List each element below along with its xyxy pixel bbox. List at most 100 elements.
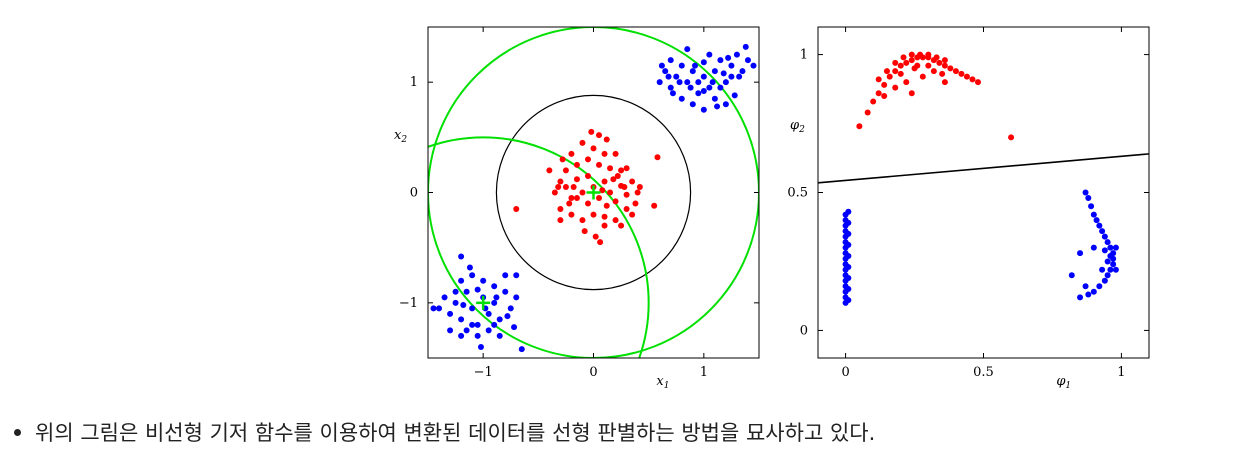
red-point: [557, 178, 564, 185]
red-point: [933, 54, 940, 61]
blue-point: [436, 305, 443, 312]
blue-point: [1077, 294, 1084, 301]
red-point: [599, 187, 606, 194]
red-point: [881, 81, 888, 88]
caption-text: 위의 그림은 비선형 기저 함수를 이용하여 변환된 데이터를 선형 판별하는 …: [35, 421, 876, 445]
blue-point: [669, 90, 676, 97]
blue-point: [728, 62, 735, 69]
blue-point: [1112, 266, 1119, 273]
blue-point: [700, 106, 707, 113]
red-point: [958, 70, 965, 77]
blue-point: [725, 54, 732, 61]
red-point: [892, 84, 899, 91]
blue-point: [700, 73, 707, 80]
blue-point: [463, 288, 470, 295]
blue-point: [678, 62, 685, 69]
blue-point: [845, 241, 852, 248]
red-point: [623, 206, 630, 213]
blue-point: [511, 324, 518, 331]
blue-point: [722, 79, 729, 86]
caption: 위의 그림은 비선형 기저 함수를 이용하여 변환된 데이터를 선형 판별하는 …: [8, 410, 1248, 454]
red-point: [629, 211, 636, 218]
blue-point: [689, 68, 696, 75]
blue-point: [1085, 195, 1092, 202]
blue-point: [845, 275, 852, 282]
red-point: [939, 70, 946, 77]
red-point: [636, 183, 643, 190]
red-point: [925, 62, 932, 69]
blue-point: [845, 252, 852, 259]
red-point: [603, 136, 610, 143]
red-point: [618, 167, 625, 174]
blue-point: [458, 253, 465, 260]
blue-point: [477, 343, 484, 350]
blue-point: [845, 230, 852, 237]
y-axis-label: x2: [394, 128, 407, 145]
red-point: [573, 161, 580, 168]
blue-point: [485, 327, 492, 334]
y-axis-label: φ2: [790, 118, 805, 135]
blue-point: [458, 277, 465, 284]
blue-point: [717, 84, 724, 91]
red-point: [590, 211, 597, 218]
red-point: [875, 90, 882, 97]
blue-point: [739, 68, 746, 75]
blue-point: [491, 283, 498, 290]
blue-point: [474, 332, 481, 339]
blue-point: [1088, 203, 1095, 210]
blue-point: [1093, 217, 1100, 224]
red-point: [607, 165, 614, 172]
blue-point: [678, 95, 685, 102]
blue-point: [1090, 211, 1097, 218]
red-point: [596, 161, 603, 168]
red-point: [903, 59, 910, 66]
red-point: [930, 68, 937, 75]
blue-point: [463, 327, 470, 334]
blue-point: [720, 70, 727, 77]
red-point: [925, 51, 932, 58]
blue-point: [452, 288, 459, 295]
red-point: [864, 109, 871, 116]
red-point: [579, 189, 586, 196]
red-point: [875, 76, 882, 83]
blue-point: [1107, 266, 1114, 273]
blue-point: [673, 73, 680, 80]
blue-point: [1077, 250, 1084, 257]
blue-point: [458, 316, 465, 323]
blue-point: [1104, 272, 1111, 279]
red-point: [1008, 134, 1015, 141]
red-point: [570, 183, 577, 190]
blue-point: [1096, 222, 1103, 229]
blue-point: [441, 294, 448, 301]
blue-point: [496, 316, 503, 323]
blue-point: [1082, 189, 1089, 196]
y-tick-label: 0: [800, 323, 808, 338]
blue-point: [722, 101, 729, 108]
red-point: [566, 200, 573, 207]
blue-point: [1104, 258, 1111, 265]
blue-point: [692, 62, 699, 69]
y-tick-label: −1: [399, 296, 418, 311]
decision-boundary-line: [818, 153, 1149, 184]
red-point: [614, 172, 621, 179]
blue-point: [687, 84, 694, 91]
red-point: [618, 222, 625, 229]
blue-point: [684, 79, 691, 86]
red-point: [908, 51, 915, 58]
blue-point: [665, 73, 672, 80]
red-point: [551, 189, 558, 196]
blue-point: [736, 73, 743, 80]
blue-point: [750, 62, 757, 69]
red-point: [612, 150, 619, 157]
blue-point: [474, 321, 481, 328]
blue-point: [658, 62, 665, 69]
blue-point: [845, 286, 852, 293]
blue-point: [469, 321, 476, 328]
red-point: [900, 54, 907, 61]
red-point: [908, 90, 915, 97]
blue-point: [689, 101, 696, 108]
red-point: [897, 70, 904, 77]
blue-point: [513, 272, 520, 279]
red-point: [559, 156, 566, 163]
blue-point: [518, 346, 525, 353]
